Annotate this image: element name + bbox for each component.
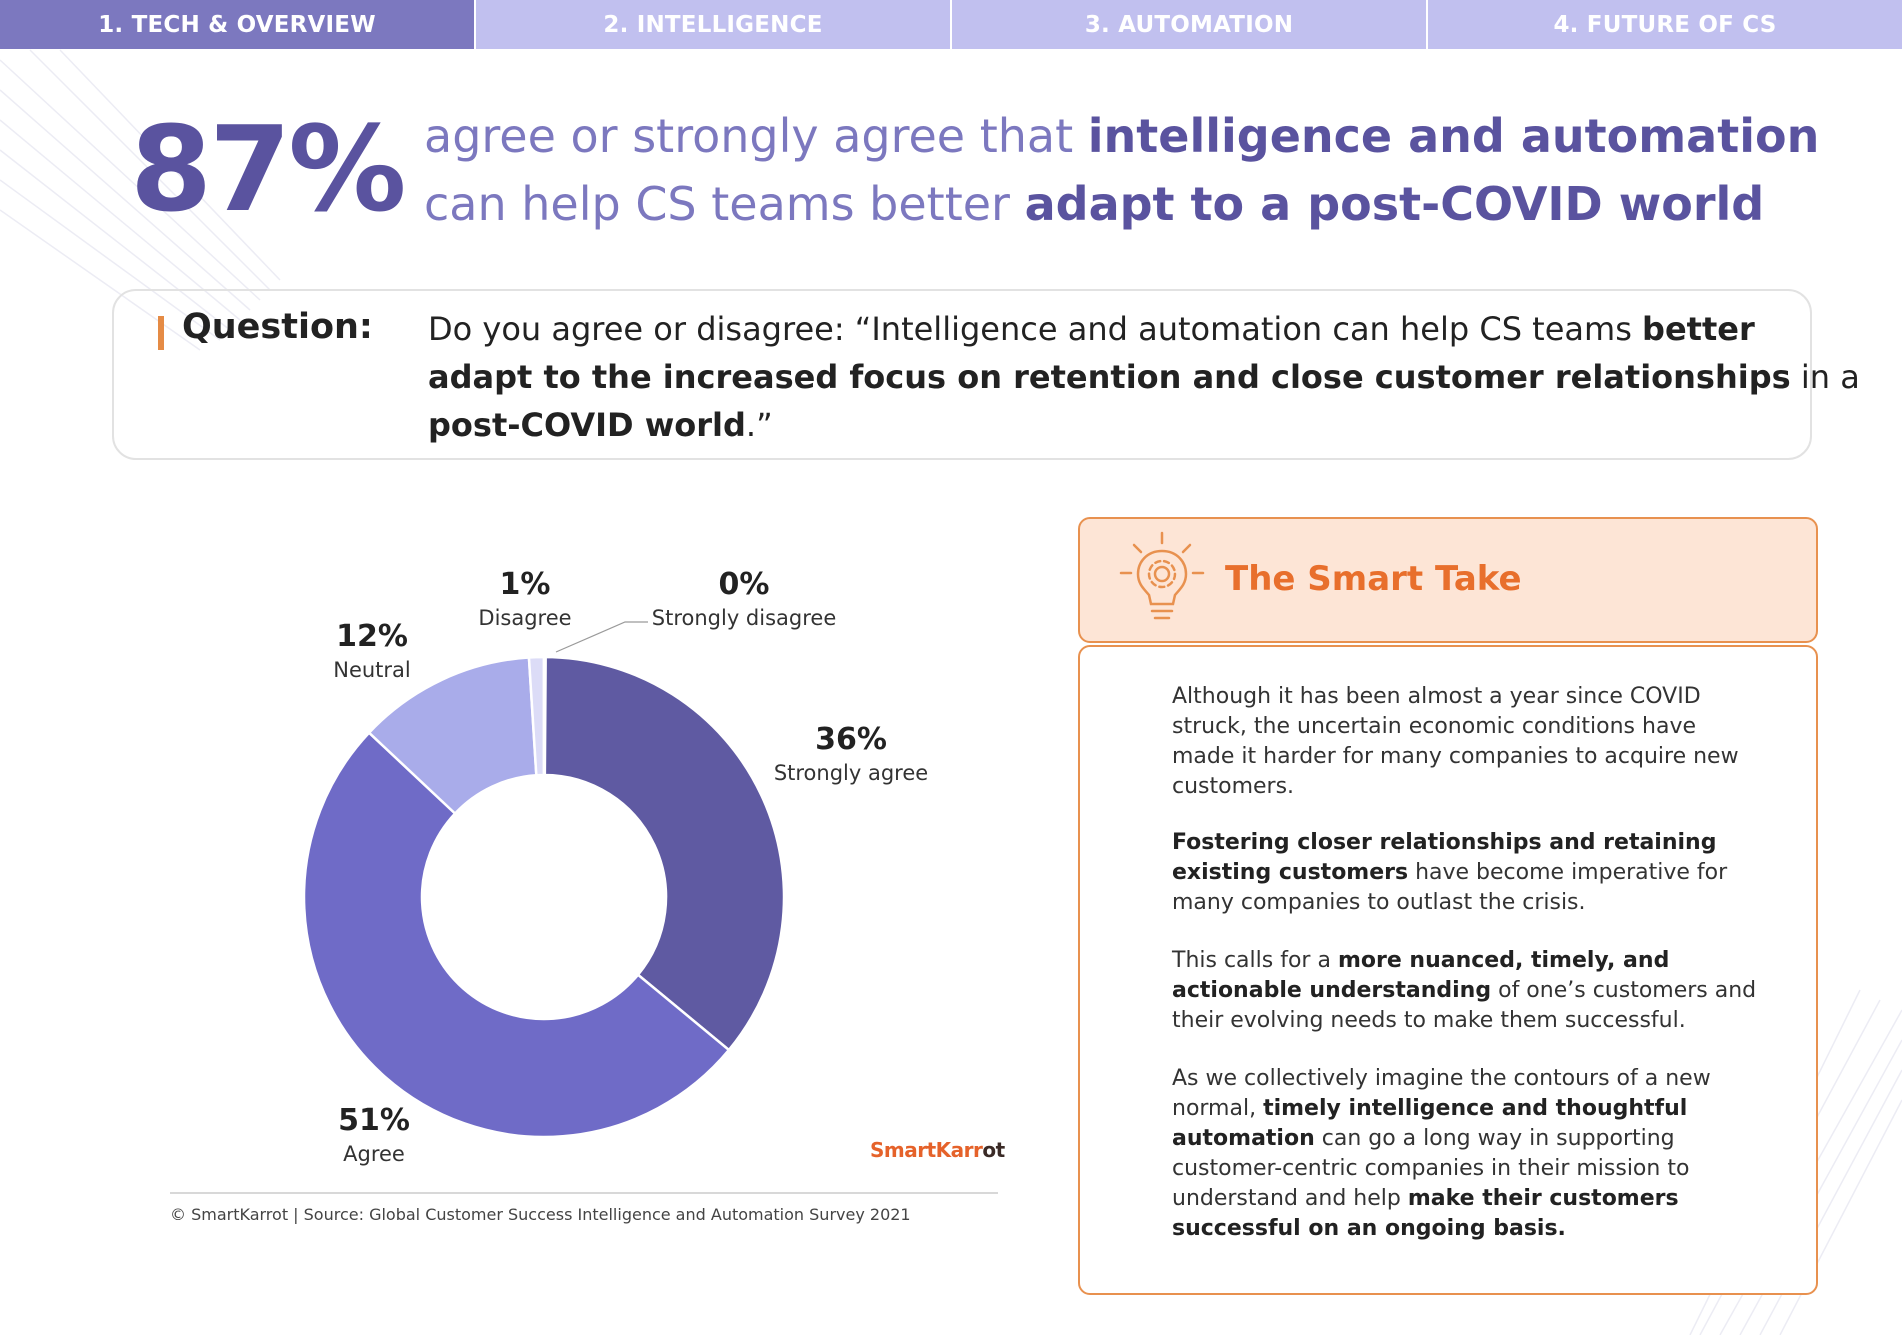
question-line-3-bold: post-COVID world [428, 406, 746, 444]
p1-line-1: Although it has been almost a year since… [1172, 684, 1701, 709]
lightbulb-gear-icon [1119, 531, 1205, 620]
question-accent-bar [158, 316, 164, 350]
value-label-disagree: 1% [499, 567, 551, 602]
p3-line-3: their evolving needs to make them succes… [1172, 1008, 1686, 1033]
label-strongly-disagree: 0% Strongly disagree [652, 567, 836, 633]
smart-take-header: The Smart Take [1078, 517, 1818, 643]
label-neutral: 12% Neutral [333, 619, 411, 685]
question-line-2-text: in a [1790, 358, 1860, 396]
smart-take-paragraph-3: This calls for a more nuanced, timely, a… [1172, 946, 1792, 1036]
headline-line-1-text: agree or strongly agree that [424, 109, 1088, 163]
p2-line-3: many companies to outlast the crisis. [1172, 890, 1586, 915]
section-tabs: 1. TECH & OVERVIEW 2. INTELLIGENCE 3. AU… [0, 0, 1902, 49]
p1-line-4: customers. [1172, 774, 1295, 799]
p2-line-1: Fostering closer relationships and retai… [1172, 828, 1792, 858]
p3-line-2: actionable understanding of one’s custom… [1172, 976, 1792, 1006]
label-agree: 51% Agree [338, 1103, 410, 1169]
p4-line-2: normal, timely intelligence and thoughtf… [1172, 1094, 1792, 1124]
smart-take-paragraph-2: Fostering closer relationships and retai… [1172, 828, 1792, 918]
p4-line-1: As we collectively imagine the contours … [1172, 1066, 1711, 1091]
p4-line-5-text: understand and help [1172, 1186, 1408, 1211]
question-label: Question: [182, 307, 373, 347]
smart-take-paragraph-1: Although it has been almost a year since… [1172, 682, 1792, 802]
question-line-1-text: Do you agree or disagree: “Intelligence … [428, 310, 1643, 348]
source-note: © SmartKarrot | Source: Global Customer … [170, 1205, 911, 1224]
category-label-disagree: Disagree [478, 606, 572, 630]
question-line-3-text: .” [745, 406, 773, 444]
question-line-1-bold: better [1642, 310, 1755, 348]
p2-line-2-text: have become imperative for [1408, 860, 1728, 885]
p4-line-4: customer-centric companies in their miss… [1172, 1156, 1690, 1181]
p4-line-5-bold: make their customers [1407, 1186, 1679, 1211]
donut-slice-neutral [367, 656, 538, 816]
p3-line-2-bold: actionable understanding [1172, 978, 1492, 1003]
p4-line-3-text: can go a long way in supporting [1314, 1126, 1675, 1151]
headline-line-1-bold: intelligence and automation [1087, 109, 1820, 163]
p3-line-1-bold: more nuanced, timely, and [1337, 948, 1670, 973]
question-line-3: post-COVID world.” [428, 401, 1788, 449]
p4-line-6: successful on an ongoing basis. [1172, 1214, 1792, 1244]
brand-logo-text-1: SmartKarr [870, 1138, 983, 1162]
p4-line-6-bold: successful on an ongoing basis. [1172, 1216, 1566, 1241]
donut-slice-strongly-disagree [542, 655, 547, 777]
headline-line-2-text: can help CS teams better [424, 177, 1025, 231]
p3-line-1: This calls for a more nuanced, timely, a… [1172, 946, 1792, 976]
p4-line-5: understand and help make their customers [1172, 1184, 1792, 1214]
category-label-neutral: Neutral [333, 658, 411, 682]
p4-line-2-bold: timely intelligence and thoughtful [1263, 1096, 1688, 1121]
p4-line-3: automation can go a long way in supporti… [1172, 1124, 1792, 1154]
value-label-neutral: 12% [336, 619, 408, 654]
headline-line-1: agree or strongly agree that intelligenc… [424, 102, 1819, 170]
question-line-1: Do you agree or disagree: “Intelligence … [428, 305, 1788, 353]
tab-automation[interactable]: 3. AUTOMATION [950, 0, 1426, 49]
smart-take-title: The Smart Take [1225, 559, 1522, 599]
donut-slice-agree [302, 730, 731, 1139]
donut-slice-strongly-agree [542, 655, 786, 1052]
p1-line-3: made it harder for many companies to acq… [1172, 744, 1739, 769]
tab-future-of-cs[interactable]: 4. FUTURE OF CS [1426, 0, 1902, 49]
question-box: Question: Do you agree or disagree: “Int… [112, 289, 1860, 460]
category-label-agree: Agree [343, 1142, 405, 1166]
brand-logo-text-2: ot [982, 1138, 1005, 1162]
headline-line-2: can help CS teams better adapt to a post… [424, 170, 1804, 238]
question-text: Do you agree or disagree: “Intelligence … [428, 305, 1860, 449]
p3-line-1-text: This calls for a [1172, 948, 1338, 973]
p4-line-2-text: normal, [1172, 1096, 1264, 1121]
category-label-strongly-agree: Strongly agree [773, 761, 929, 785]
smart-take-paragraph-4: As we collectively imagine the contours … [1172, 1064, 1792, 1244]
source-divider [170, 1192, 998, 1194]
tab-tech-overview[interactable]: 1. TECH & OVERVIEW [0, 0, 474, 49]
p3-line-2-text: of one’s customers and [1491, 978, 1757, 1003]
leader-line-strongly-disagree [555, 621, 648, 653]
headline-stat: 87% [130, 100, 406, 238]
value-label-agree: 51% [338, 1103, 410, 1138]
question-line-2-bold: adapt to the increased focus on retentio… [428, 358, 1791, 396]
headline-text: agree or strongly agree that intelligenc… [424, 102, 1819, 238]
value-label-strongly-agree: 36% [815, 722, 887, 757]
brand-logo: SmartKarrot [870, 1138, 1005, 1162]
p2-line-2: existing customers have become imperativ… [1172, 858, 1792, 888]
question-line-2: adapt to the increased focus on retentio… [428, 353, 1860, 401]
headline-line-2-bold: adapt to a post-COVID world [1024, 177, 1765, 231]
smart-take-body: Although it has been almost a year since… [1078, 645, 1818, 1295]
p1-line-2: struck, the uncertain economic condition… [1172, 714, 1696, 739]
p2-line-1-bold: Fostering closer relationships and retai… [1172, 830, 1717, 855]
category-label-strongly-disagree: Strongly disagree [651, 606, 837, 630]
value-label-strongly-disagree: 0% [718, 567, 770, 602]
p4-line-3-bold: automation [1172, 1126, 1315, 1151]
label-disagree: 1% Disagree [478, 567, 571, 633]
label-strongly-agree: 36% Strongly agree [774, 722, 928, 788]
tab-intelligence[interactable]: 2. INTELLIGENCE [474, 0, 950, 49]
p2-line-2-bold: existing customers [1172, 860, 1409, 885]
